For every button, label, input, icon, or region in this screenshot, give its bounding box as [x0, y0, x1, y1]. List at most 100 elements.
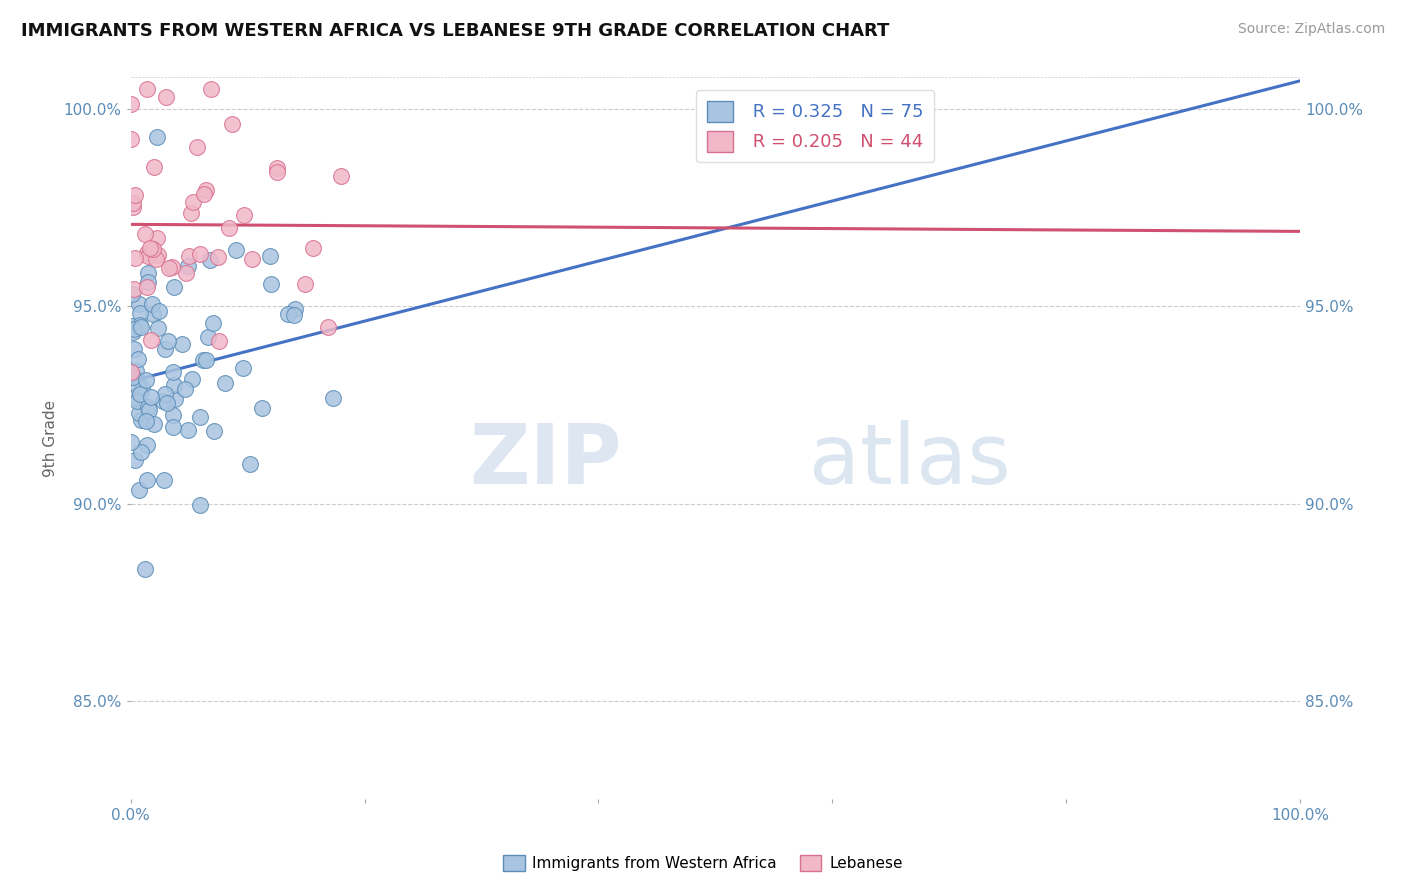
Point	[122, 390, 145, 404]
Point	[233, 208, 256, 222]
Point	[131, 380, 153, 394]
Point	[162, 420, 184, 434]
Point	[260, 277, 283, 291]
Point	[129, 318, 152, 333]
Point	[239, 457, 262, 471]
Point	[124, 187, 146, 202]
Point	[120, 365, 142, 379]
Point	[283, 308, 305, 322]
Point	[135, 438, 157, 452]
Point	[124, 453, 146, 467]
Point	[128, 483, 150, 497]
Point	[145, 252, 167, 266]
Point	[129, 319, 152, 334]
Point	[128, 405, 150, 419]
Point	[121, 195, 143, 210]
Point	[162, 260, 184, 274]
Point	[322, 392, 344, 406]
Point	[136, 249, 159, 263]
Point	[142, 160, 165, 174]
Point	[174, 266, 197, 280]
Text: atlas: atlas	[808, 419, 1011, 500]
Point	[122, 370, 145, 384]
Point	[207, 250, 229, 264]
Point	[122, 282, 145, 296]
Point	[138, 241, 160, 255]
Y-axis label: 9th Grade: 9th Grade	[44, 400, 58, 477]
Point	[218, 220, 240, 235]
Point	[181, 372, 204, 386]
Point	[129, 306, 152, 320]
Point	[194, 183, 217, 197]
Point	[316, 319, 339, 334]
Point	[188, 246, 211, 260]
Point	[120, 434, 142, 449]
Point	[124, 322, 146, 336]
Point	[121, 318, 143, 333]
Point	[134, 562, 156, 576]
Point	[142, 417, 165, 432]
Point	[163, 280, 186, 294]
Point	[301, 241, 323, 255]
Point	[221, 117, 243, 131]
Point	[156, 396, 179, 410]
Point	[142, 307, 165, 321]
Point	[146, 129, 169, 144]
Point	[129, 445, 152, 459]
Point	[177, 249, 200, 263]
Legend:  R = 0.325   N = 75,  R = 0.205   N = 44: R = 0.325 N = 75, R = 0.205 N = 44	[696, 90, 935, 162]
Point	[145, 231, 167, 245]
Point	[134, 373, 156, 387]
Point	[120, 96, 142, 111]
Point	[135, 474, 157, 488]
Point	[141, 297, 163, 311]
Point	[128, 297, 150, 311]
Point	[135, 414, 157, 428]
Point	[141, 390, 163, 404]
Point	[207, 334, 229, 349]
Point	[155, 89, 177, 103]
Text: ZIP: ZIP	[470, 419, 621, 500]
Point	[153, 473, 176, 487]
Point	[129, 412, 152, 426]
Point	[250, 401, 273, 415]
Point	[277, 307, 299, 321]
Point	[198, 253, 221, 268]
Point	[146, 247, 169, 261]
Point	[124, 364, 146, 378]
Point	[186, 139, 208, 153]
Point	[125, 394, 148, 409]
Point	[155, 343, 177, 357]
Point	[294, 277, 316, 292]
Point	[177, 259, 200, 273]
Point	[284, 301, 307, 316]
Point	[120, 132, 142, 146]
Point	[136, 275, 159, 289]
Point	[190, 498, 212, 512]
Point	[197, 330, 219, 344]
Point	[225, 243, 247, 257]
Point	[136, 280, 159, 294]
Point	[162, 408, 184, 422]
Point	[202, 317, 225, 331]
Text: Source: ZipAtlas.com: Source: ZipAtlas.com	[1237, 22, 1385, 37]
Text: IMMIGRANTS FROM WESTERN AFRICA VS LEBANESE 9TH GRADE CORRELATION CHART: IMMIGRANTS FROM WESTERN AFRICA VS LEBANE…	[21, 22, 890, 40]
Point	[266, 165, 288, 179]
Point	[122, 325, 145, 339]
Point	[240, 252, 263, 266]
Point	[134, 227, 156, 241]
Point	[173, 382, 195, 396]
Point	[266, 161, 288, 175]
Point	[124, 252, 146, 266]
Point	[141, 333, 163, 347]
Point	[121, 287, 143, 301]
Point	[122, 342, 145, 356]
Point	[142, 242, 165, 256]
Point	[127, 380, 149, 394]
Point	[214, 376, 236, 390]
Point	[162, 365, 184, 379]
Point	[202, 424, 225, 438]
Point	[163, 392, 186, 406]
Point	[138, 402, 160, 417]
Point	[146, 321, 169, 335]
